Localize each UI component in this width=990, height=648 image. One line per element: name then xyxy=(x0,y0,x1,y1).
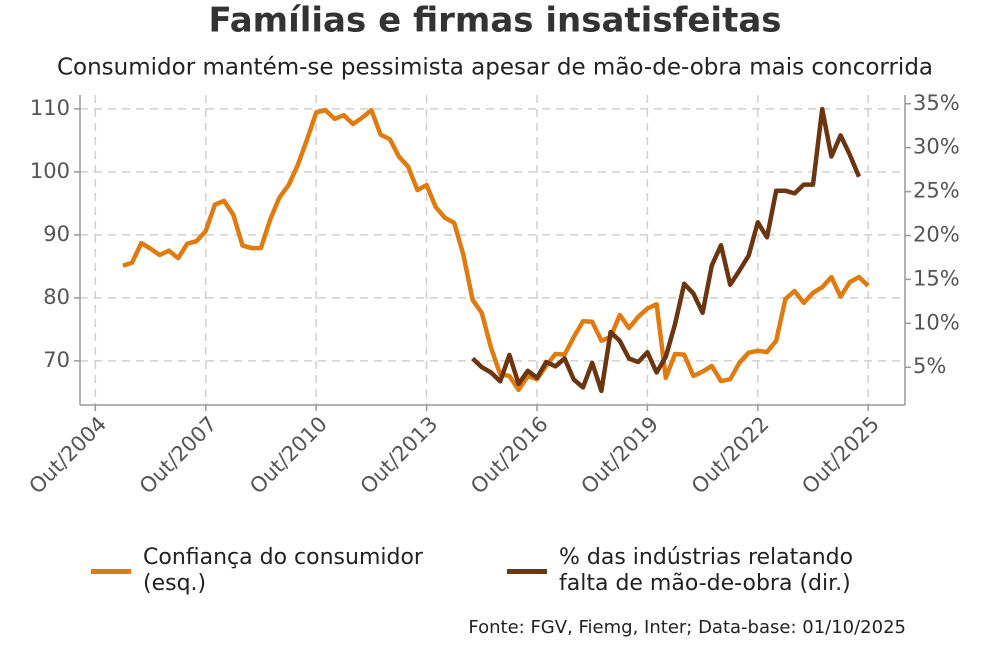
x-tick-label: Out/2022 xyxy=(687,412,774,499)
x-tick-label: Out/2016 xyxy=(466,412,553,499)
y-tick-label: 80 xyxy=(43,285,70,309)
x-tick-label: Out/2010 xyxy=(245,412,332,499)
legend-label: Confiança do consumidor (esq.) xyxy=(143,545,423,597)
x-tick-label: Out/2025 xyxy=(797,412,884,499)
x-tick-label: Out/2013 xyxy=(356,412,443,499)
x-tick-label: Out/2019 xyxy=(576,412,663,499)
y-tick-label: 70 xyxy=(43,348,70,372)
x-tick-label: Out/2007 xyxy=(135,412,222,499)
legend-entry: Confiança do consumidor (esq.) xyxy=(91,545,483,598)
chart-title: Famílias e firmas insatisfeitas xyxy=(208,1,781,41)
y2-tick-label: 15% xyxy=(913,266,960,290)
y-tick-label: 90 xyxy=(43,222,70,246)
y2-tick-label: 25% xyxy=(913,179,960,203)
y2-tick-label: 5% xyxy=(913,354,946,378)
series-line xyxy=(471,106,862,394)
y2-tick-label: 10% xyxy=(913,310,960,334)
source: Fonte: FGV, Fiemg, Inter; Data-base: 01/… xyxy=(468,617,906,638)
y2-tick-label: 35% xyxy=(913,91,960,115)
x-tick-label: Out/2004 xyxy=(24,412,111,499)
y-tick-label: 100 xyxy=(30,159,70,183)
legend-entry: % das indústrias relatando falta de mão-… xyxy=(507,545,899,598)
chart-subtitle: Consumidor mantém-se pessimista apesar d… xyxy=(57,55,933,81)
legend-swatch xyxy=(91,568,131,574)
y-tick-label: 110 xyxy=(30,96,70,120)
chart: Famílias e firmas insatisfeitas Consumid… xyxy=(24,1,960,499)
y2-tick-label: 30% xyxy=(913,135,960,159)
legend-swatch xyxy=(507,568,547,574)
y2-tick-label: 20% xyxy=(913,223,960,247)
legend: Confiança do consumidor (esq.) % das indú… xyxy=(0,545,990,598)
legend-label: % das indústrias relatando falta de mão-… xyxy=(559,545,854,597)
series-line xyxy=(122,107,870,393)
